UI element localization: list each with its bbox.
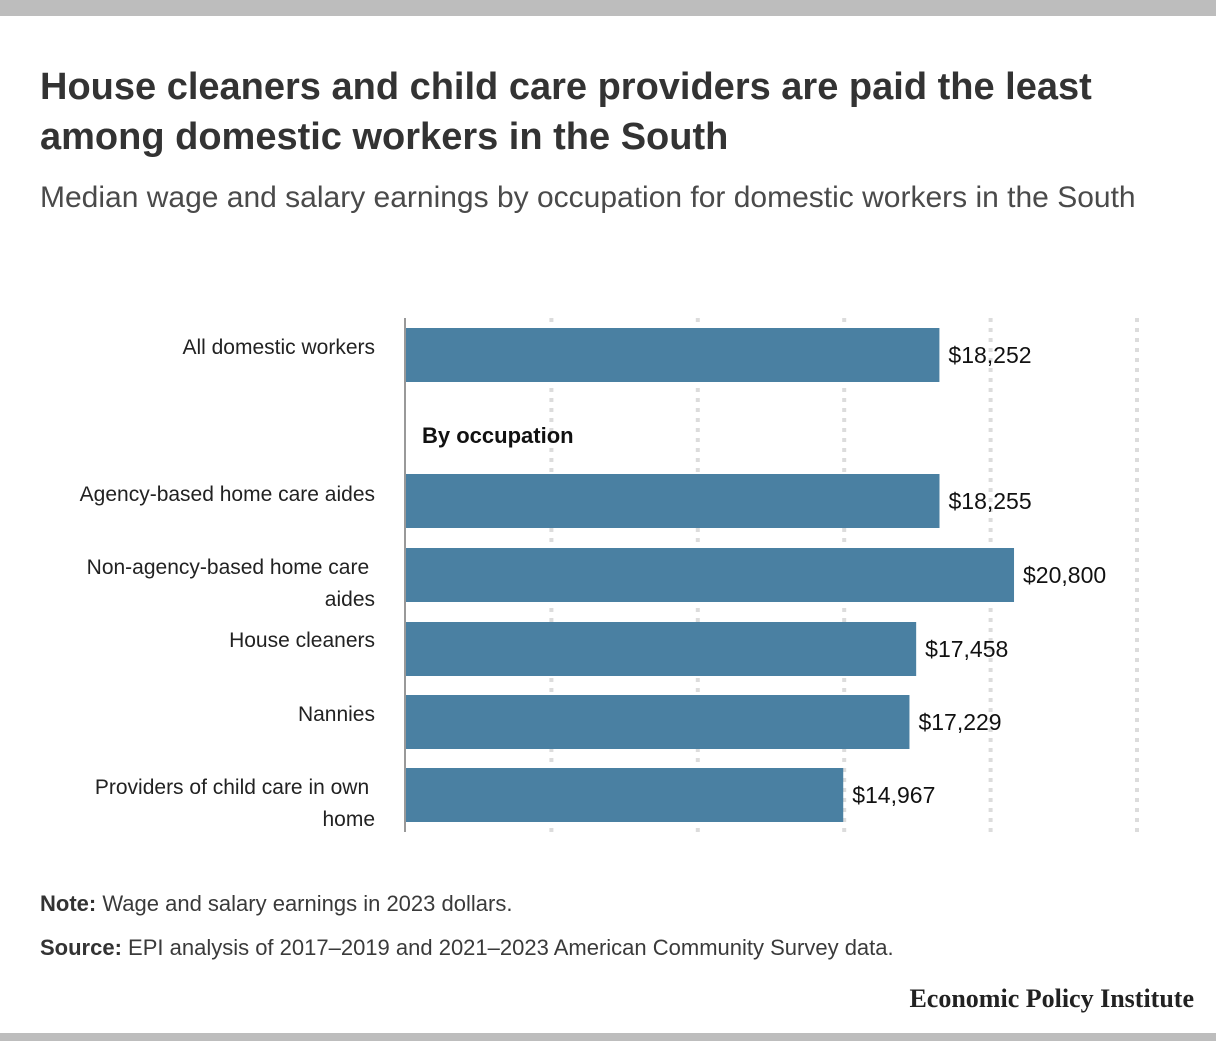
- chart-subtitle: Median wage and salary earnings by occup…: [40, 181, 1136, 214]
- value-labels: $18,252 $18,255 $20,800 $17,458 $17,229 $14,9…: [852, 342, 1106, 808]
- value-label: $20,800: [1023, 562, 1106, 588]
- bar: [405, 548, 1015, 602]
- note: Note: Wage and salary earnings in 2023 d…: [40, 890, 512, 918]
- category-label-all-domestic-workers: All domestic workers: [182, 336, 375, 359]
- note-text: Wage and salary earnings in 2023 dollars…: [96, 891, 513, 916]
- value-label: $17,229: [918, 709, 1001, 735]
- source-label: Source:: [40, 935, 122, 960]
- value-label: $17,458: [925, 636, 1008, 662]
- bar: [405, 768, 844, 822]
- category-label-line: home: [322, 808, 375, 831]
- top-border: [0, 0, 1216, 16]
- category-label-line: Providers of child care in own: [95, 776, 369, 799]
- category-labels: All domestic workers Agency-based home c…: [80, 336, 375, 831]
- bar: [405, 328, 940, 382]
- source: Source: EPI analysis of 2017–2019 and 20…: [40, 934, 894, 962]
- bar: [405, 622, 917, 676]
- note-label: Note:: [40, 891, 97, 916]
- bar: [405, 695, 910, 749]
- category-label-agency-based-home-care-aides: Agency-based home care aides: [80, 483, 375, 506]
- chart-title: House cleaners and child care providers …: [40, 66, 1092, 158]
- bar: [405, 474, 940, 528]
- category-label-providers-of-child-care-in-own-home: Providers of child care in own home: [95, 776, 375, 831]
- value-label: $14,967: [852, 782, 935, 808]
- category-label-line: Non-agency-based home care: [87, 556, 370, 579]
- epi-logo-text: Economic Policy Institute: [909, 984, 1194, 1013]
- group-label-by-occupation: By occupation: [422, 423, 574, 448]
- category-label-nannies: Nannies: [298, 703, 375, 726]
- value-label: $18,255: [949, 488, 1032, 514]
- category-label-line: aides: [325, 588, 375, 611]
- value-label: $18,252: [948, 342, 1031, 368]
- category-label-non-agency-based-home-care-aides: Non-agency-based home care aides: [87, 556, 375, 611]
- bars: [405, 328, 1015, 822]
- bar-chart: All domestic workers Agency-based home c…: [80, 318, 1139, 832]
- bottom-border: [0, 1033, 1216, 1041]
- source-text: EPI analysis of 2017–2019 and 2021–2023 …: [121, 935, 894, 960]
- category-label-house-cleaners: House cleaners: [229, 629, 375, 652]
